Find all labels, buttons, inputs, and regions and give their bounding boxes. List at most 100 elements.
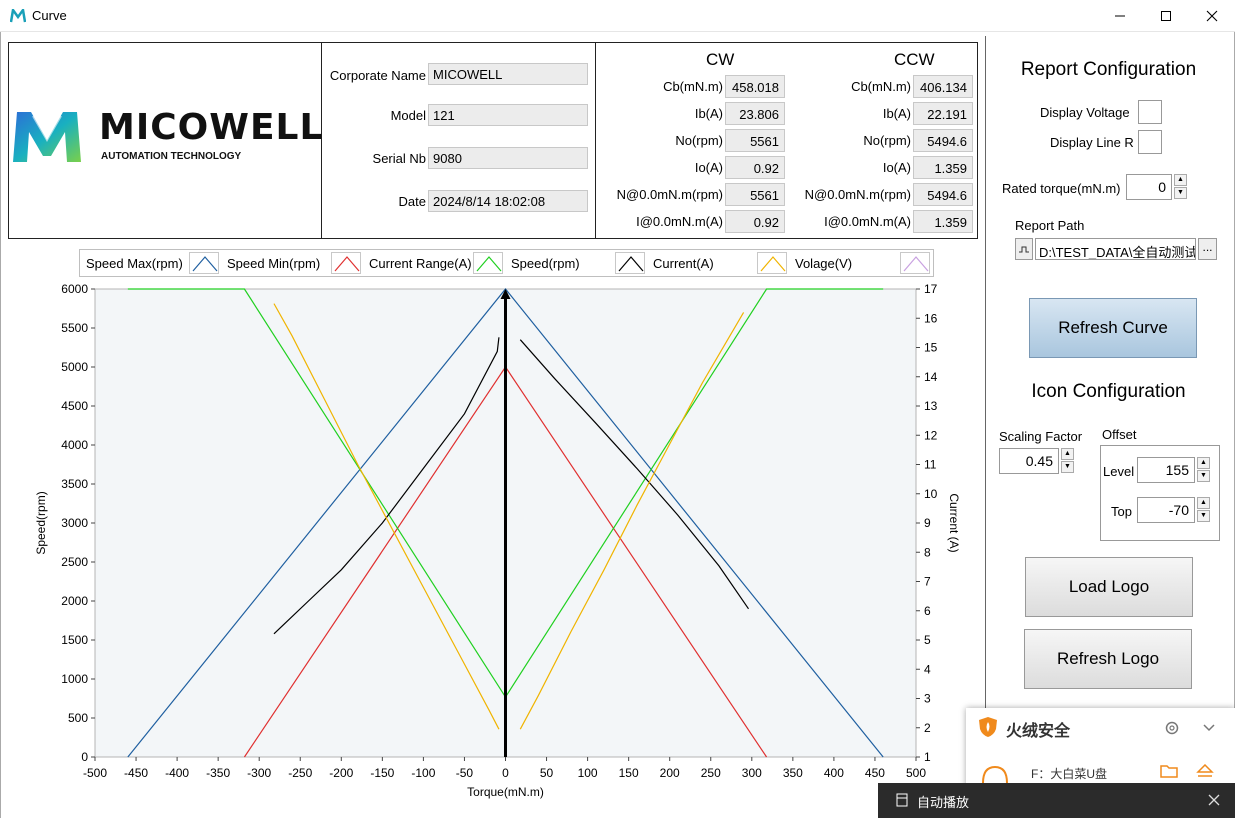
path-icon [1019, 246, 1029, 253]
maximize-icon [1161, 11, 1171, 21]
app-icon [10, 9, 26, 23]
cw-heading: CW [706, 50, 735, 69]
minimize-icon [1115, 15, 1125, 17]
title-bar: Curve [0, 0, 1235, 32]
spin-up-icon[interactable]: ▲ [1061, 448, 1074, 460]
legend-label: Speed(rpm) [511, 255, 580, 271]
refresh-curve-button[interactable]: Refresh Curve [1029, 298, 1197, 358]
legend-item[interactable]: Volage(V) [795, 250, 852, 276]
y-axis-label: Speed(rpm) [34, 491, 48, 554]
level-spinner[interactable]: ▲ ▼ [1197, 457, 1210, 483]
chevron-down-icon[interactable] [1202, 720, 1216, 734]
zero-torque-arrowhead [500, 289, 511, 299]
browse-button[interactable]: ... [1198, 238, 1217, 260]
legend-label: Speed Min(rpm) [227, 255, 321, 271]
rated-torque-input[interactable]: 0 [1126, 174, 1172, 200]
gear-icon[interactable] [1164, 720, 1180, 736]
cw-stat-label: N@0.0mN.m(rpm) [616, 187, 723, 202]
cw-stat-label: No(rpm) [675, 133, 723, 148]
x-tick-label: 200 [660, 766, 680, 780]
y2-tick-label: 10 [924, 487, 938, 501]
offset-label: Offset [1102, 427, 1137, 442]
ccw-stat-label: Cb(mN.m) [851, 79, 911, 94]
maximize-button[interactable] [1143, 0, 1189, 32]
report-path-input[interactable]: D:\TEST_DATA\全自动测试\ [1035, 238, 1196, 260]
y2-tick-label: 7 [924, 575, 931, 589]
folder-icon[interactable] [1160, 764, 1178, 778]
load-logo-button[interactable]: Load Logo [1025, 557, 1193, 617]
spin-up-icon[interactable]: ▲ [1174, 174, 1187, 186]
chart-legend: Speed Max(rpm) Speed Min(rpm) Current Rang… [79, 249, 934, 277]
y2-tick-label: 15 [924, 341, 938, 355]
spin-down-icon[interactable]: ▼ [1197, 510, 1210, 522]
y2-tick-label: 6 [924, 604, 931, 618]
x-tick-label: 0 [502, 766, 509, 780]
eject-icon[interactable] [1196, 764, 1214, 778]
scaling-factor-input[interactable]: 0.45 [999, 448, 1059, 474]
company-logo: MICOWELL AUTOMATION TECHNOLOGY [11, 103, 322, 173]
spin-up-icon[interactable]: ▲ [1197, 457, 1210, 469]
x-tick-label: -350 [206, 766, 230, 780]
legend-item[interactable]: Speed Max(rpm) [86, 250, 183, 276]
cw-stat-label: Ib(A) [694, 106, 723, 121]
y2-tick-label: 13 [924, 399, 938, 413]
autoplay-icon [896, 793, 908, 807]
top-input[interactable]: -70 [1137, 497, 1195, 523]
legend-label: Current Range(A) [369, 255, 472, 271]
divider [595, 43, 596, 238]
legend-swatch [189, 252, 219, 274]
series-line-3 [273, 337, 500, 635]
legend-label: Current(A) [653, 255, 714, 271]
legend-item[interactable]: Speed Min(rpm) [227, 250, 320, 276]
spin-up-icon[interactable]: ▲ [1197, 497, 1210, 509]
corporate-name-label: Corporate Name [329, 68, 426, 83]
corporate-name-field: MICOWELL [428, 63, 588, 85]
refresh-logo-button[interactable]: Refresh Logo [1024, 629, 1192, 689]
x-tick-label: -500 [83, 766, 107, 780]
display-line-r-checkbox[interactable] [1138, 130, 1162, 154]
ccw-stat-label: Io(A) [882, 160, 911, 175]
x-tick-label: 250 [701, 766, 721, 780]
spin-down-icon[interactable]: ▼ [1061, 461, 1074, 473]
y2-tick-label: 1 [924, 750, 931, 764]
x-axis-label: Torque(mN.m) [467, 785, 544, 799]
spin-down-icon[interactable]: ▼ [1197, 470, 1210, 482]
y-tick-label: 1500 [61, 633, 88, 647]
display-voltage-checkbox[interactable] [1138, 100, 1162, 124]
close-button[interactable] [1189, 0, 1235, 32]
x-tick-label: 450 [865, 766, 885, 780]
cw-stat-label: Cb(mN.m) [663, 79, 723, 94]
series-line-5 [273, 303, 500, 730]
serial-nb-field: 9080 [428, 147, 588, 169]
path-type-button[interactable] [1015, 238, 1033, 260]
divider [321, 43, 322, 238]
y-tick-label: 5500 [61, 321, 88, 335]
legend-item[interactable]: Speed(rpm) [511, 250, 580, 276]
legend-item[interactable]: Current Range(A) [369, 250, 472, 276]
x-tick-label: 50 [540, 766, 554, 780]
security-popup: 火绒安全 F：大白菜U盘 [966, 708, 1235, 788]
x-tick-label: -300 [247, 766, 271, 780]
legend-swatch [473, 252, 503, 274]
x-tick-label: 500 [906, 766, 926, 780]
cw-stat-value: 23.806 [725, 102, 785, 125]
top-spinner[interactable]: ▲ ▼ [1197, 497, 1210, 523]
spin-down-icon[interactable]: ▼ [1174, 187, 1187, 199]
scaling-factor-spinner[interactable]: ▲ ▼ [1061, 448, 1074, 474]
model-label: Model [390, 108, 426, 123]
cw-stat-label: Io(A) [694, 160, 723, 175]
ccw-stat-label: N@0.0mN.m(rpm) [804, 187, 911, 202]
rated-torque-spinner[interactable]: ▲ ▼ [1174, 174, 1187, 200]
ccw-stat-value: 22.191 [913, 102, 973, 125]
y2-tick-label: 16 [924, 311, 938, 325]
icon-config-title: Icon Configuration [1031, 381, 1186, 402]
y2-tick-label: 4 [924, 662, 931, 676]
close-icon[interactable] [1208, 794, 1220, 806]
y2-tick-label: 2 [924, 721, 931, 735]
legend-item[interactable]: Current(A) [653, 250, 714, 276]
level-input[interactable]: 155 [1137, 457, 1195, 483]
y2-tick-label: 8 [924, 545, 931, 559]
minimize-button[interactable] [1097, 0, 1143, 32]
ccw-stat-value: 1.359 [913, 156, 973, 179]
x-tick-label: 100 [578, 766, 598, 780]
